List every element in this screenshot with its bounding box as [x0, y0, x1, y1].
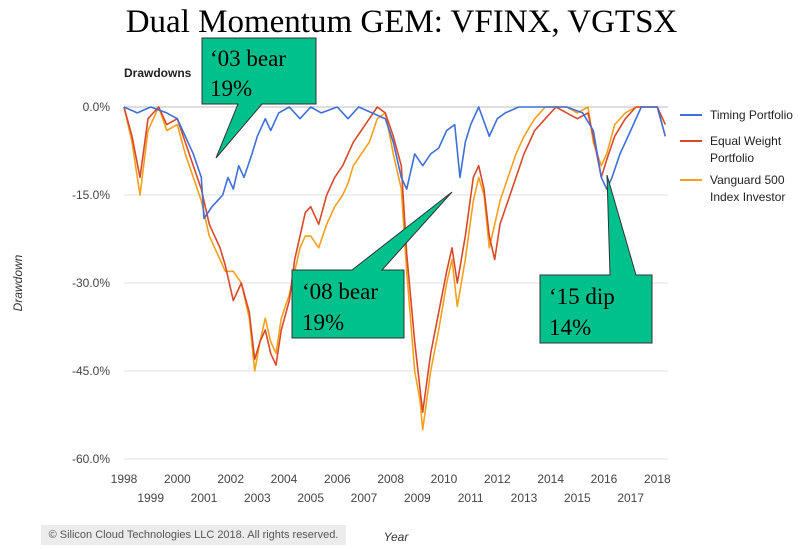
legend: Timing Portfolio Equal Weight Portfolio V… — [680, 108, 793, 204]
x-axis-ticks: 1998 2000 2002 2004 2006 2008 2010 2012 2014 2016… — [111, 472, 671, 505]
x-tick-label: 2018 — [644, 472, 671, 486]
series-lines — [123, 106, 667, 431]
callout-2015: ‘15 dip 14% — [539, 174, 653, 344]
x-tick-label: 2016 — [591, 472, 618, 486]
x-tick-label: 2001 — [191, 491, 218, 505]
x-tick-label: 2017 — [617, 491, 644, 505]
x-tick-label: 2004 — [271, 472, 298, 486]
copyright-notice: © Silicon Cloud Technologies LLC 2018. A… — [41, 525, 346, 545]
slide-title: Dual Momentum GEM: VFINX, VGTSX — [125, 4, 678, 40]
callout-2015-value: 14% — [549, 315, 591, 340]
legend-label-vanguard: Vanguard 500 Index Investor — [710, 173, 785, 204]
x-tick-label: 2002 — [217, 472, 244, 486]
x-tick-label: 2007 — [351, 491, 378, 505]
callout-2008: ‘08 bear 19% — [291, 191, 453, 339]
y-tick-label: -15.0% — [72, 188, 110, 202]
x-tick-label: 2008 — [377, 472, 404, 486]
y-tick-label: -45.0% — [72, 364, 110, 378]
x-tick-label: 2013 — [511, 491, 538, 505]
x-tick-label: 2005 — [297, 491, 324, 505]
series-line-0 — [123, 106, 667, 220]
x-tick-label: 2011 — [458, 491, 484, 505]
callout-2008-label: ‘08 bear — [302, 279, 378, 304]
chart-title: Drawdowns — [124, 66, 192, 80]
y-tick-label: -30.0% — [72, 276, 110, 290]
x-tick-label: 2000 — [164, 472, 191, 486]
y-tick-label: 0.0% — [83, 100, 111, 114]
x-tick-label: 2006 — [324, 472, 351, 486]
series-line-2 — [123, 106, 667, 431]
x-tick-label: 2009 — [404, 491, 431, 505]
y-axis-ticks: 0.0% -15.0% -30.0% -45.0% -60.0% — [72, 100, 110, 466]
y-tick-label: -60.0% — [72, 452, 110, 466]
x-axis-label: Year — [384, 530, 410, 544]
legend-label-timing: Timing Portfolio — [710, 108, 793, 122]
x-tick-label: 2010 — [431, 472, 458, 486]
legend-label-equal: Equal Weight Portfolio — [710, 134, 782, 165]
x-tick-label: 2015 — [564, 491, 591, 505]
callout-2015-label: ‘15 dip — [549, 284, 615, 309]
x-tick-label: 2012 — [484, 472, 511, 486]
callout-2003: ‘03 bear 19% — [201, 37, 317, 159]
callout-2008-value: 19% — [302, 310, 344, 335]
x-tick-label: 1998 — [111, 472, 138, 486]
callout-2003-value: 19% — [210, 76, 252, 101]
x-tick-label: 1999 — [137, 491, 164, 505]
x-tick-label: 2003 — [244, 491, 271, 505]
y-axis-label: Drawdown — [11, 254, 25, 311]
callout-2003-label: ‘03 bear — [210, 46, 286, 71]
x-tick-label: 2014 — [537, 472, 564, 486]
series-line-1 — [123, 106, 667, 413]
